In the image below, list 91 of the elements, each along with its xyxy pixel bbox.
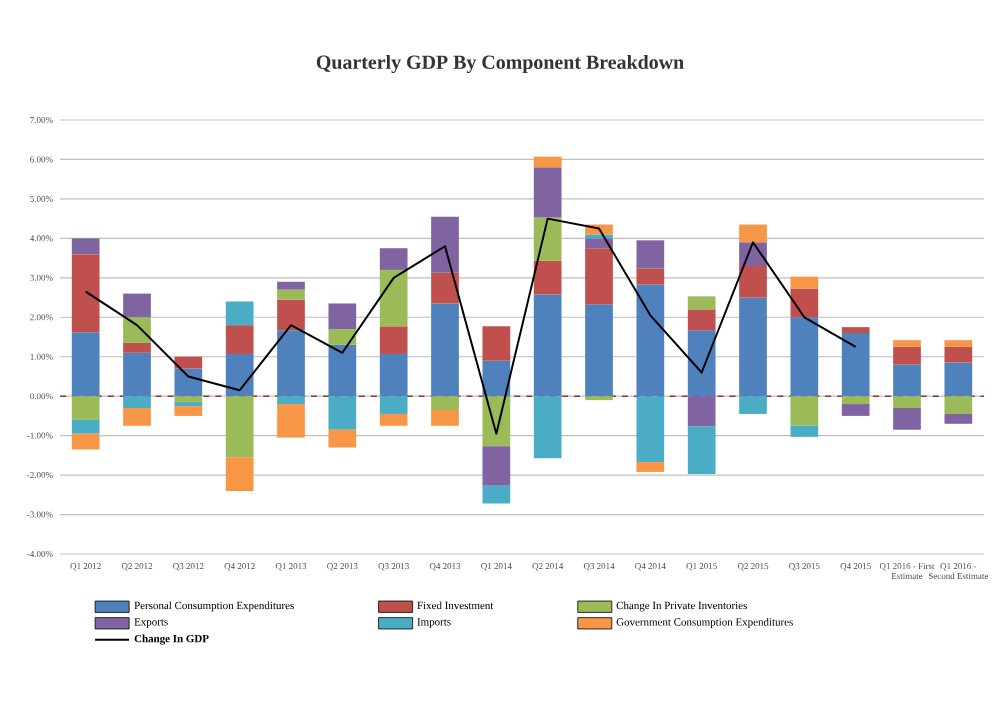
- bar: [71, 419, 100, 434]
- bar: [739, 265, 767, 298]
- bar: [328, 429, 357, 448]
- bar: [790, 276, 819, 289]
- bar: [225, 457, 254, 491]
- bar: [123, 396, 151, 409]
- bar: [482, 326, 511, 361]
- bar: [636, 396, 665, 463]
- bar: [277, 299, 305, 331]
- bar: [687, 426, 716, 474]
- bar: [71, 238, 100, 255]
- bar: [533, 167, 562, 218]
- chart-title: Quarterly GDP By Component Breakdown: [316, 54, 684, 74]
- bar: [379, 413, 408, 426]
- bar: [739, 297, 767, 397]
- bar: [841, 327, 870, 334]
- bar: [893, 340, 921, 347]
- bar: [790, 288, 819, 318]
- bar: [431, 396, 459, 410]
- bar: [533, 217, 562, 261]
- bar: [431, 409, 459, 426]
- bar: [328, 344, 357, 397]
- bar: [431, 272, 459, 304]
- bar: [174, 396, 203, 403]
- bar: [277, 281, 305, 290]
- bar: [841, 404, 870, 416]
- bar: [71, 433, 100, 450]
- bar: [636, 462, 665, 472]
- bar: [944, 413, 973, 424]
- bar: [482, 485, 511, 504]
- bar: [893, 346, 921, 365]
- bar: [379, 248, 408, 270]
- bar: [893, 364, 921, 397]
- bar: [636, 240, 665, 269]
- bar: [174, 406, 203, 416]
- bar: [739, 396, 767, 414]
- bar: [944, 340, 973, 347]
- bar: [944, 346, 973, 363]
- bar: [225, 301, 254, 326]
- bar: [431, 216, 459, 273]
- bar: [944, 362, 973, 397]
- bar: [123, 293, 151, 318]
- bar: [328, 329, 357, 345]
- bar: [277, 330, 305, 397]
- bar: [71, 396, 100, 420]
- bar: [893, 396, 921, 409]
- bar: [790, 396, 819, 426]
- bar: [277, 404, 305, 438]
- bar: [225, 353, 254, 397]
- bar: [379, 269, 408, 327]
- bar: [328, 303, 357, 330]
- bar: [533, 294, 562, 397]
- bar: [277, 289, 305, 300]
- bar: [790, 317, 819, 397]
- bar: [636, 268, 665, 285]
- bar: [893, 408, 921, 430]
- bar: [687, 309, 716, 331]
- bar: [585, 304, 613, 397]
- bar: [123, 408, 151, 426]
- bar: [841, 333, 870, 397]
- bar: [585, 238, 613, 249]
- bar: [944, 396, 973, 414]
- bar: [533, 396, 562, 459]
- bar: [739, 224, 767, 243]
- bar: [225, 396, 254, 458]
- bar: [123, 342, 151, 353]
- bar: [841, 396, 870, 405]
- bar: [636, 284, 665, 397]
- bar: [277, 396, 305, 405]
- bar: [379, 326, 408, 354]
- bar: [328, 396, 357, 430]
- bar: [585, 248, 613, 305]
- bar: [71, 254, 100, 333]
- bar: [533, 156, 562, 168]
- line-series: [84, 217, 857, 435]
- bar: [174, 368, 203, 397]
- bar: [379, 396, 408, 414]
- bar: [225, 325, 254, 354]
- bar: [533, 260, 562, 295]
- bar: [379, 353, 408, 397]
- bar: [174, 356, 203, 369]
- bar: [790, 425, 819, 437]
- bar: [687, 396, 716, 427]
- bar: [431, 303, 459, 397]
- bar: [687, 296, 716, 310]
- bar: [482, 446, 511, 486]
- bar: [687, 330, 716, 397]
- bar: [71, 332, 100, 397]
- bar: [123, 352, 151, 397]
- bar: [123, 317, 151, 343]
- bar: [482, 360, 511, 397]
